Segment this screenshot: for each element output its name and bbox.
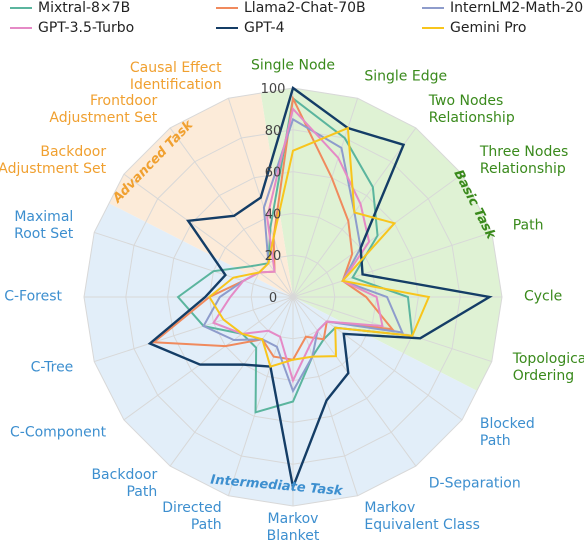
- legend-entry: InternLM2-Math-20B: [422, 0, 584, 16]
- spoke: [292, 231, 492, 298]
- radial-tick-label: 20: [265, 249, 282, 264]
- series-line: [176, 96, 414, 414]
- category-label: Causal Effect Identification: [129, 60, 222, 94]
- radial-tick-label: 100: [261, 82, 286, 97]
- legend-label: InternLM2-Math-20B: [450, 0, 584, 16]
- legend-entry: Mixtral-8×7B: [10, 0, 130, 16]
- category-label: Single Node: [250, 57, 336, 74]
- category-label: C-Component: [10, 424, 107, 441]
- legend-swatch: [422, 27, 444, 29]
- category-label: Two Nodes Relationship: [428, 93, 515, 127]
- category-label: Frontdoor Adjustment Set: [49, 93, 158, 127]
- spoke: [292, 296, 359, 496]
- category-label: Single Edge: [364, 68, 448, 85]
- legend-label: Mixtral-8×7B: [38, 0, 131, 16]
- radial-tick-label: 40: [265, 207, 282, 222]
- category-label: Markov Blanket: [266, 511, 320, 544]
- legend-label: GPT-3.5-Turbo: [38, 20, 135, 36]
- legend-entry: Llama2-Chat-70B: [216, 0, 366, 16]
- legend-label: Llama2-Chat-70B: [244, 0, 366, 16]
- category-label: Three Nodes Relationship: [479, 144, 569, 178]
- category-label: Maximal Root Set: [14, 208, 74, 242]
- radial-tick-label: 60: [265, 166, 282, 181]
- category-label: C-Forest: [4, 288, 62, 305]
- spoke: [292, 296, 417, 467]
- category-label: Markov Equivalent Class: [364, 499, 480, 533]
- spoke: [227, 296, 294, 496]
- group-sector: [260, 88, 502, 391]
- series-line: [208, 126, 431, 368]
- category-label: Backdoor Path: [91, 466, 158, 500]
- legend-swatch: [216, 7, 238, 9]
- category-label: Cycle: [524, 288, 563, 305]
- radial-tick-label: 0: [269, 291, 277, 306]
- legend-label: Gemini Pro: [450, 20, 527, 36]
- category-label: Backdoor Adjustment Set: [0, 144, 107, 178]
- legend-entry: GPT-3.5-Turbo: [10, 20, 134, 36]
- radial-tick-label: 80: [265, 124, 282, 139]
- spoke: [169, 127, 294, 298]
- spoke: [292, 296, 463, 421]
- legend-label: GPT-4: [244, 20, 285, 36]
- legend-entry: Gemini Pro: [422, 20, 526, 36]
- category-label: C-Tree: [30, 359, 74, 376]
- legend-swatch: [10, 7, 32, 9]
- legend-entry: GPT-4: [216, 20, 285, 36]
- spoke: [123, 296, 294, 421]
- legend-swatch: [216, 27, 238, 29]
- spoke: [292, 98, 359, 298]
- category-label: Topological Ordering: [512, 351, 584, 385]
- spoke: [169, 296, 294, 467]
- category-label: D-Separation: [428, 475, 521, 492]
- spoke: [123, 173, 294, 298]
- category-label: Path: [512, 217, 544, 234]
- spoke: [94, 296, 294, 363]
- series-line: [147, 86, 493, 492]
- group-sector: [109, 93, 293, 297]
- spoke: [94, 231, 294, 298]
- category-label: Directed Path: [162, 499, 222, 533]
- category-label: Blocked Path: [479, 415, 535, 449]
- legend-swatch: [422, 7, 444, 9]
- legend-swatch: [10, 27, 32, 29]
